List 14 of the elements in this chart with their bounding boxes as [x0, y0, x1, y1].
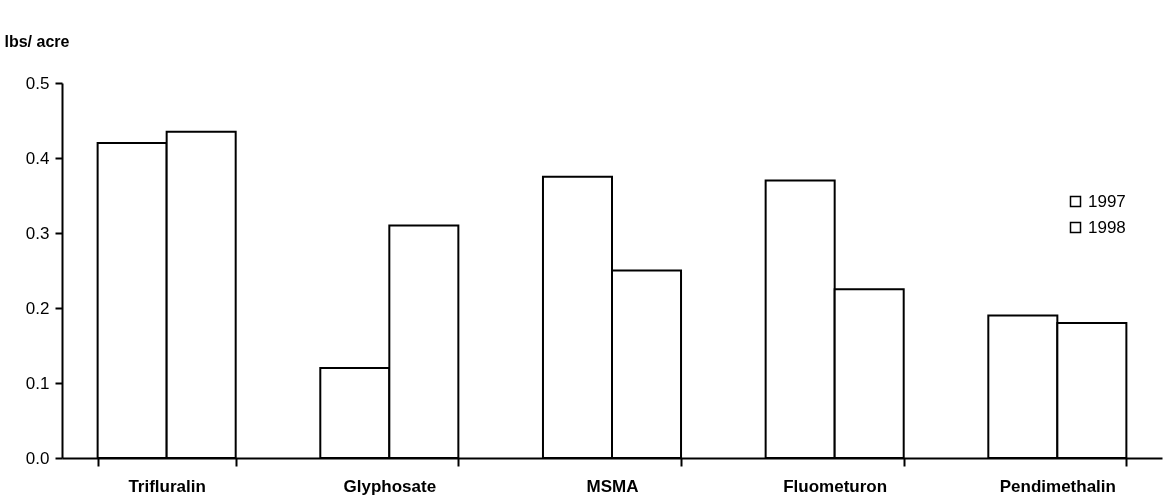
- x-tick-label: Trifluralin: [128, 476, 206, 496]
- x-tick-label: Fluometuron: [783, 476, 888, 496]
- x-tick-label: MSMA: [586, 476, 639, 496]
- legend-label: 1998: [1088, 217, 1126, 237]
- y-tick-label: 0.1: [25, 373, 50, 393]
- y-tick-label: 0.5: [25, 73, 50, 93]
- x-tick-label: Pendimethalin: [999, 476, 1116, 496]
- y-tick-label: 0.3: [25, 223, 50, 243]
- y-tick-label: 0.4: [25, 148, 50, 168]
- y-tick-label: 0.2: [25, 298, 50, 318]
- y-axis-title: lbs/ acre: [4, 32, 70, 50]
- y-tick-label: 0.0: [25, 448, 50, 468]
- legend-label: 1997: [1088, 191, 1126, 211]
- x-tick-label: Glyphosate: [343, 476, 437, 496]
